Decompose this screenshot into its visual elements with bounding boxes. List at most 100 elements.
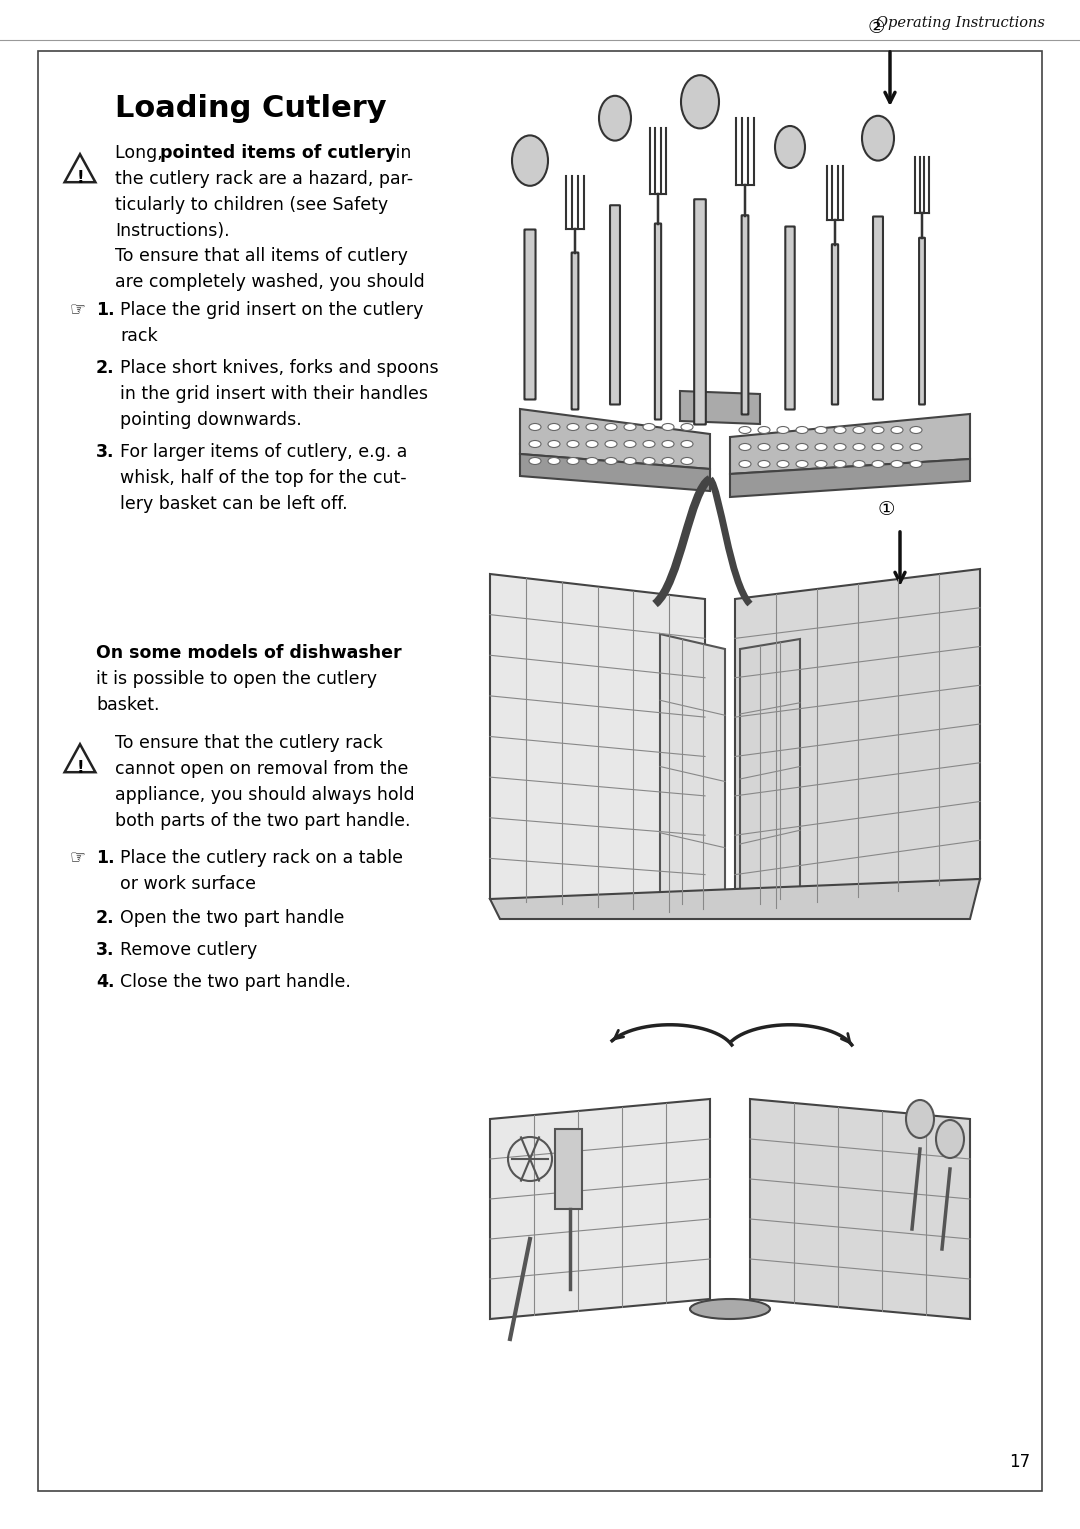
- Polygon shape: [680, 391, 760, 424]
- Ellipse shape: [872, 460, 885, 468]
- Ellipse shape: [872, 427, 885, 434]
- Ellipse shape: [586, 440, 598, 448]
- Ellipse shape: [567, 440, 579, 448]
- Text: 3.: 3.: [96, 443, 114, 462]
- Text: 2.: 2.: [96, 359, 114, 378]
- Ellipse shape: [690, 1300, 770, 1320]
- Ellipse shape: [872, 443, 885, 451]
- Text: Open the two part handle: Open the two part handle: [120, 910, 345, 927]
- Text: both parts of the two part handle.: both parts of the two part handle.: [114, 812, 410, 830]
- Polygon shape: [555, 1128, 582, 1209]
- Ellipse shape: [662, 440, 674, 448]
- Ellipse shape: [567, 457, 579, 465]
- Ellipse shape: [775, 125, 805, 168]
- Ellipse shape: [624, 457, 636, 465]
- Text: whisk, half of the top for the cut-: whisk, half of the top for the cut-: [120, 469, 407, 488]
- Ellipse shape: [643, 440, 654, 448]
- Text: pointed items of cutlery: pointed items of cutlery: [160, 144, 396, 162]
- Ellipse shape: [862, 116, 894, 161]
- Text: Loading Cutlery: Loading Cutlery: [114, 93, 387, 122]
- Ellipse shape: [599, 96, 631, 141]
- Ellipse shape: [548, 457, 561, 465]
- FancyBboxPatch shape: [785, 226, 795, 410]
- Ellipse shape: [834, 427, 846, 434]
- Text: !: !: [77, 170, 84, 187]
- Text: Instructions).: Instructions).: [114, 222, 230, 240]
- Ellipse shape: [853, 460, 865, 468]
- Ellipse shape: [834, 443, 846, 451]
- Ellipse shape: [529, 424, 541, 431]
- Ellipse shape: [605, 424, 617, 431]
- Text: in: in: [390, 144, 411, 162]
- Ellipse shape: [681, 424, 693, 431]
- Text: it is possible to open the cutlery: it is possible to open the cutlery: [96, 670, 377, 688]
- Text: cannot open on removal from the: cannot open on removal from the: [114, 760, 408, 778]
- Text: ①: ①: [878, 500, 895, 518]
- Ellipse shape: [796, 443, 808, 451]
- Ellipse shape: [891, 443, 903, 451]
- Ellipse shape: [662, 457, 674, 465]
- Ellipse shape: [605, 457, 617, 465]
- Ellipse shape: [624, 440, 636, 448]
- Ellipse shape: [512, 136, 548, 187]
- Polygon shape: [735, 569, 980, 914]
- Polygon shape: [740, 639, 800, 910]
- Text: 2.: 2.: [96, 910, 114, 927]
- Ellipse shape: [815, 443, 827, 451]
- Text: 3.: 3.: [96, 940, 114, 959]
- Ellipse shape: [529, 440, 541, 448]
- Polygon shape: [519, 408, 710, 469]
- Ellipse shape: [834, 460, 846, 468]
- Text: Long,: Long,: [114, 144, 168, 162]
- Ellipse shape: [815, 427, 827, 434]
- Text: Place the cutlery rack on a table: Place the cutlery rack on a table: [120, 849, 403, 867]
- Text: ②: ②: [868, 18, 886, 37]
- Polygon shape: [519, 454, 710, 491]
- Text: On some models of dishwasher: On some models of dishwasher: [96, 644, 402, 662]
- Text: ☞: ☞: [70, 849, 86, 865]
- Ellipse shape: [548, 440, 561, 448]
- Ellipse shape: [910, 443, 922, 451]
- Ellipse shape: [796, 427, 808, 434]
- FancyBboxPatch shape: [571, 252, 579, 410]
- Text: 1.: 1.: [96, 301, 114, 320]
- Polygon shape: [750, 1099, 970, 1320]
- Ellipse shape: [681, 75, 719, 128]
- Polygon shape: [490, 573, 705, 914]
- Ellipse shape: [681, 457, 693, 465]
- Text: Operating Instructions: Operating Instructions: [876, 15, 1045, 31]
- Polygon shape: [490, 879, 980, 919]
- Ellipse shape: [739, 443, 751, 451]
- Text: Place the grid insert on the cutlery: Place the grid insert on the cutlery: [120, 301, 423, 320]
- Ellipse shape: [910, 460, 922, 468]
- Ellipse shape: [758, 427, 770, 434]
- Ellipse shape: [643, 424, 654, 431]
- Text: !: !: [77, 758, 84, 777]
- Ellipse shape: [586, 457, 598, 465]
- Ellipse shape: [891, 427, 903, 434]
- Ellipse shape: [624, 424, 636, 431]
- Ellipse shape: [662, 424, 674, 431]
- Text: are completely washed, you should: are completely washed, you should: [114, 274, 424, 291]
- Text: pointing downwards.: pointing downwards.: [120, 411, 301, 430]
- Text: 17: 17: [1009, 1453, 1030, 1471]
- Text: For larger items of cutlery, e.g. a: For larger items of cutlery, e.g. a: [120, 443, 407, 462]
- Polygon shape: [660, 635, 725, 914]
- FancyBboxPatch shape: [654, 223, 661, 419]
- Text: Place short knives, forks and spoons: Place short knives, forks and spoons: [120, 359, 438, 378]
- Ellipse shape: [777, 443, 789, 451]
- Ellipse shape: [936, 1121, 964, 1157]
- Text: Close the two part handle.: Close the two part handle.: [120, 972, 351, 991]
- FancyBboxPatch shape: [873, 217, 883, 399]
- Ellipse shape: [777, 427, 789, 434]
- Ellipse shape: [891, 460, 903, 468]
- Ellipse shape: [739, 460, 751, 468]
- Text: rack: rack: [120, 327, 158, 346]
- Text: basket.: basket.: [96, 696, 160, 714]
- Ellipse shape: [910, 427, 922, 434]
- Text: ticularly to children (see Safety: ticularly to children (see Safety: [114, 196, 388, 214]
- Text: or work surface: or work surface: [120, 875, 256, 893]
- FancyBboxPatch shape: [919, 237, 924, 405]
- Polygon shape: [730, 414, 970, 474]
- Text: To ensure that the cutlery rack: To ensure that the cutlery rack: [114, 734, 382, 752]
